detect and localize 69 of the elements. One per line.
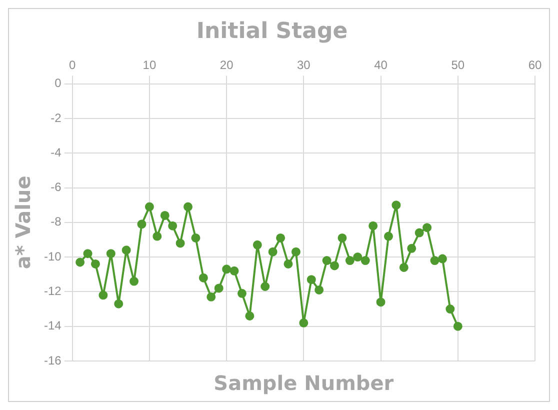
point (306, 275, 316, 284)
point (237, 288, 246, 298)
point (407, 244, 416, 253)
point (268, 247, 278, 256)
point (284, 259, 293, 268)
point (184, 202, 193, 212)
point (130, 276, 139, 286)
x-tick-label: 20 (220, 58, 234, 72)
point (314, 285, 324, 294)
y-tick-label: -12 (44, 284, 62, 298)
chart-title: Initial Stage (196, 18, 348, 44)
point (446, 304, 455, 314)
y-tick-label: -8 (50, 214, 62, 229)
point (191, 233, 200, 242)
point (152, 232, 162, 241)
y-tick-label: -2 (50, 110, 62, 125)
point (252, 240, 262, 250)
y-tick-label: -10 (44, 249, 62, 264)
point (206, 292, 216, 302)
x-axis-title: Sample Number (214, 371, 394, 396)
point (114, 299, 124, 308)
y-tick-label: -16 (44, 353, 62, 368)
point (90, 259, 100, 268)
point (430, 256, 440, 266)
x-tick-label: 10 (142, 58, 156, 72)
point (168, 221, 178, 230)
point (414, 228, 424, 238)
x-tick-label: 50 (451, 58, 465, 72)
point (214, 284, 224, 293)
point (245, 311, 254, 320)
x-tick-label: 60 (528, 58, 542, 72)
point (368, 221, 378, 230)
point (222, 264, 232, 274)
x-tick-label: 40 (374, 58, 388, 72)
point (392, 200, 401, 210)
point (399, 262, 408, 272)
point (122, 246, 131, 255)
point (106, 249, 116, 258)
point (384, 232, 393, 241)
y-tick-label: -4 (50, 145, 62, 160)
point (422, 223, 432, 232)
point (453, 322, 462, 331)
point (376, 298, 386, 307)
point (83, 249, 92, 258)
point (76, 258, 85, 267)
point (98, 290, 108, 300)
point (438, 254, 447, 264)
point (353, 252, 362, 262)
point (144, 202, 154, 212)
point (160, 210, 170, 220)
point (299, 318, 308, 328)
point (345, 256, 354, 266)
point (198, 273, 208, 282)
y-tick-label: -14 (44, 318, 62, 333)
point (360, 256, 370, 266)
point (338, 233, 347, 242)
point (176, 238, 185, 248)
y-axis-title: a* Value (11, 176, 36, 270)
point (230, 266, 239, 276)
point (276, 233, 286, 242)
x-tick-label: 30 (296, 58, 311, 72)
point (291, 247, 300, 256)
y-tick-label: 0 (54, 76, 62, 90)
point (260, 282, 270, 292)
y-tick-label: -6 (50, 180, 62, 194)
point (330, 261, 340, 270)
x-tick-label: 0 (69, 58, 76, 72)
point (322, 256, 332, 266)
point (137, 220, 146, 229)
